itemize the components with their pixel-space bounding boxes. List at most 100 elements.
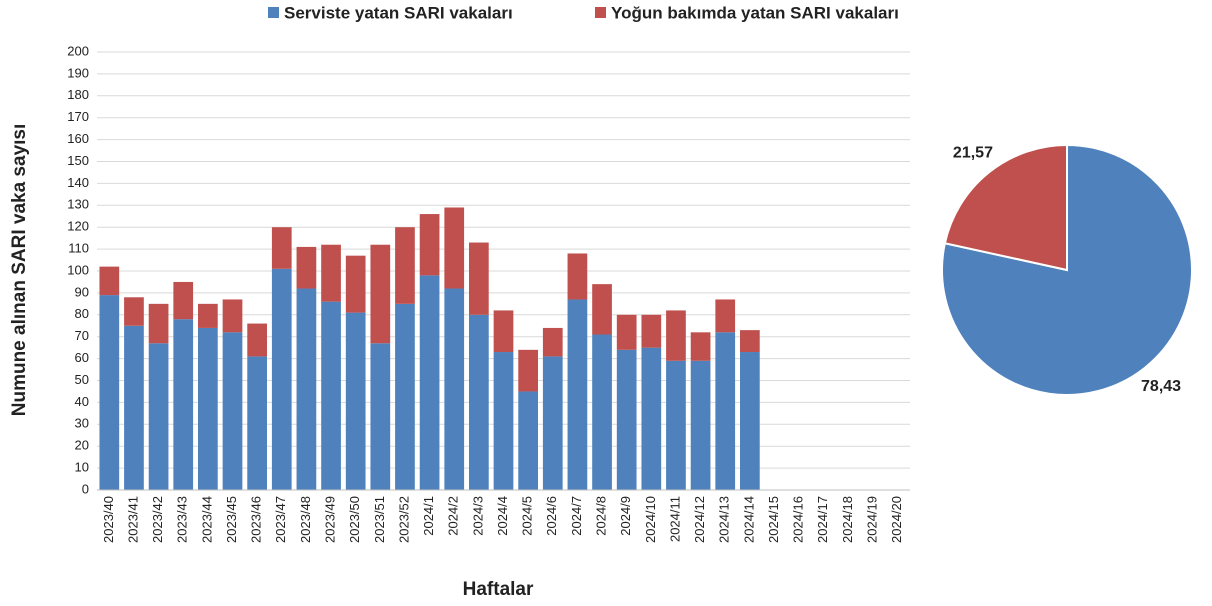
x-tick-label: 2024/15: [766, 496, 781, 543]
y-tick-label: 140: [67, 175, 89, 190]
y-tick-label: 40: [75, 394, 89, 409]
x-tick-label: 2024/3: [470, 496, 485, 536]
bar-segment: [641, 347, 662, 490]
bar-segment: [469, 242, 489, 315]
bar-segment: [271, 227, 292, 269]
x-tick-label: 2024/17: [815, 496, 830, 543]
y-tick-label: 10: [75, 460, 89, 475]
x-tick-label: 2023/48: [298, 496, 313, 543]
bar-segment: [690, 360, 711, 490]
bar-segment: [222, 332, 243, 490]
bar-segment: [124, 297, 144, 326]
pie-slice: [943, 143, 1068, 272]
bar-segment: [321, 301, 341, 490]
legend-swatch: [268, 7, 279, 18]
bar-segment: [444, 288, 465, 490]
bar-segment: [419, 214, 440, 276]
bar-segment: [616, 314, 637, 350]
bar-segment: [666, 310, 686, 361]
pie-slice: [941, 143, 1193, 396]
bar-segment: [542, 327, 563, 357]
bar-segment: [321, 244, 341, 302]
bar-segment: [518, 349, 538, 392]
bar-segment: [370, 343, 391, 490]
y-tick-label: 120: [67, 219, 89, 234]
x-tick-label: 2023/42: [150, 496, 165, 543]
y-tick-label: 170: [67, 109, 89, 124]
y-axis-title: Numune alınan SARI vaka sayısı: [9, 124, 30, 417]
bar-segment: [740, 330, 760, 353]
bar-segment: [370, 244, 391, 344]
x-axis-title: Haftalar: [463, 579, 534, 600]
bar-segment: [296, 288, 317, 490]
x-tick-label: 2023/50: [347, 496, 362, 543]
bar-segment: [99, 266, 120, 296]
x-tick-label: 2024/11: [667, 496, 682, 542]
pie-label: 21,57: [953, 144, 993, 161]
y-tick-label: 160: [67, 131, 89, 146]
y-tick-label: 150: [67, 153, 89, 168]
bar-segment: [641, 314, 662, 348]
x-tick-label: 2023/44: [199, 496, 214, 543]
x-tick-label: 2024/1: [421, 496, 436, 536]
pie-label: 78,43: [1141, 378, 1181, 395]
bar-segment: [173, 319, 194, 490]
bar-segment: [444, 207, 465, 289]
y-tick-label: 20: [75, 438, 89, 453]
x-tick-label: 2024/20: [889, 496, 904, 543]
x-tick-label: 2023/45: [224, 496, 239, 543]
bar-segment: [345, 312, 366, 490]
x-tick-label: 2024/7: [569, 496, 584, 536]
x-tick-label: 2024/6: [544, 496, 559, 536]
y-tick-label: 60: [75, 350, 89, 365]
bar-segment: [493, 352, 514, 490]
y-tick-label: 50: [75, 372, 89, 387]
bar-segment: [99, 295, 120, 490]
bar-segment: [148, 303, 169, 344]
x-tick-label: 2024/12: [692, 496, 707, 543]
bar-segment: [247, 323, 267, 357]
x-tick-label: 2023/52: [396, 496, 411, 543]
x-tick-label: 2024/5: [520, 496, 535, 536]
x-tick-label: 2024/8: [593, 496, 608, 536]
x-tick-label: 2023/49: [322, 496, 337, 543]
bar-segment: [469, 314, 489, 490]
bar-segment: [542, 356, 563, 490]
bar-segment: [690, 332, 711, 361]
x-tick-label: 2023/43: [175, 496, 190, 543]
bar-segment: [124, 325, 144, 490]
y-tick-label: 70: [75, 328, 89, 343]
bar-segment: [222, 299, 243, 333]
y-tick-label: 200: [67, 43, 89, 58]
x-tick-label: 2024/14: [741, 496, 756, 543]
x-tick-label: 2024/13: [717, 496, 732, 543]
y-tick-label: 100: [67, 262, 89, 277]
bar-segment: [345, 255, 366, 313]
bar-segment: [715, 332, 736, 490]
bar-segment: [592, 284, 612, 335]
bar-segment: [567, 253, 588, 300]
y-tick-label: 180: [67, 87, 89, 102]
bar-segment: [271, 268, 292, 490]
bar-segment: [419, 275, 440, 490]
y-tick-label: 30: [75, 416, 89, 431]
x-tick-label: 2024/19: [864, 496, 879, 543]
y-tick-label: 110: [68, 241, 89, 256]
y-tick-label: 190: [67, 65, 89, 80]
legend-swatch: [595, 7, 606, 18]
legend-label: Serviste yatan SARI vakaları: [284, 3, 513, 22]
legend-label: Yoğun bakımda yatan SARI vakaları: [611, 3, 899, 22]
x-tick-label: 2023/40: [101, 496, 116, 543]
y-tick-label: 90: [75, 284, 89, 299]
x-tick-label: 2024/10: [643, 496, 658, 543]
bar-segment: [395, 303, 415, 490]
y-tick-label: 80: [75, 306, 89, 321]
x-tick-label: 2023/46: [249, 496, 264, 543]
x-tick-label: 2024/4: [495, 496, 510, 536]
bar-segment: [247, 356, 267, 490]
bar-segment: [567, 299, 588, 490]
x-tick-label: 2024/2: [446, 496, 461, 536]
x-tick-label: 2024/18: [840, 496, 855, 543]
bar-segment: [715, 299, 736, 333]
